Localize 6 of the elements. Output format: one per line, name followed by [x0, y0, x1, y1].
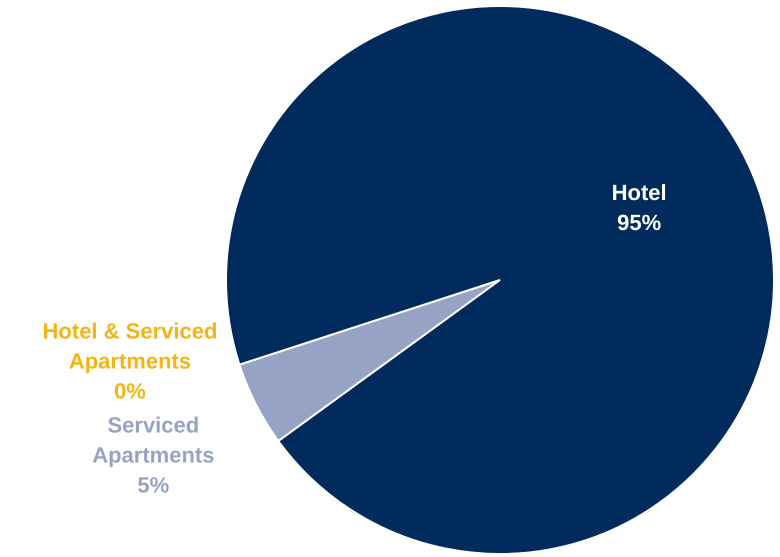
slice-label: Hotel: [612, 180, 667, 206]
data-label: 5%: [137, 472, 170, 498]
text: 0%: [114, 378, 146, 404]
slice-label: Serviced Apartments: [92, 412, 214, 468]
data-label: 95%: [617, 210, 662, 236]
category-label: Hotel & Serviced Apartments: [42, 318, 218, 374]
